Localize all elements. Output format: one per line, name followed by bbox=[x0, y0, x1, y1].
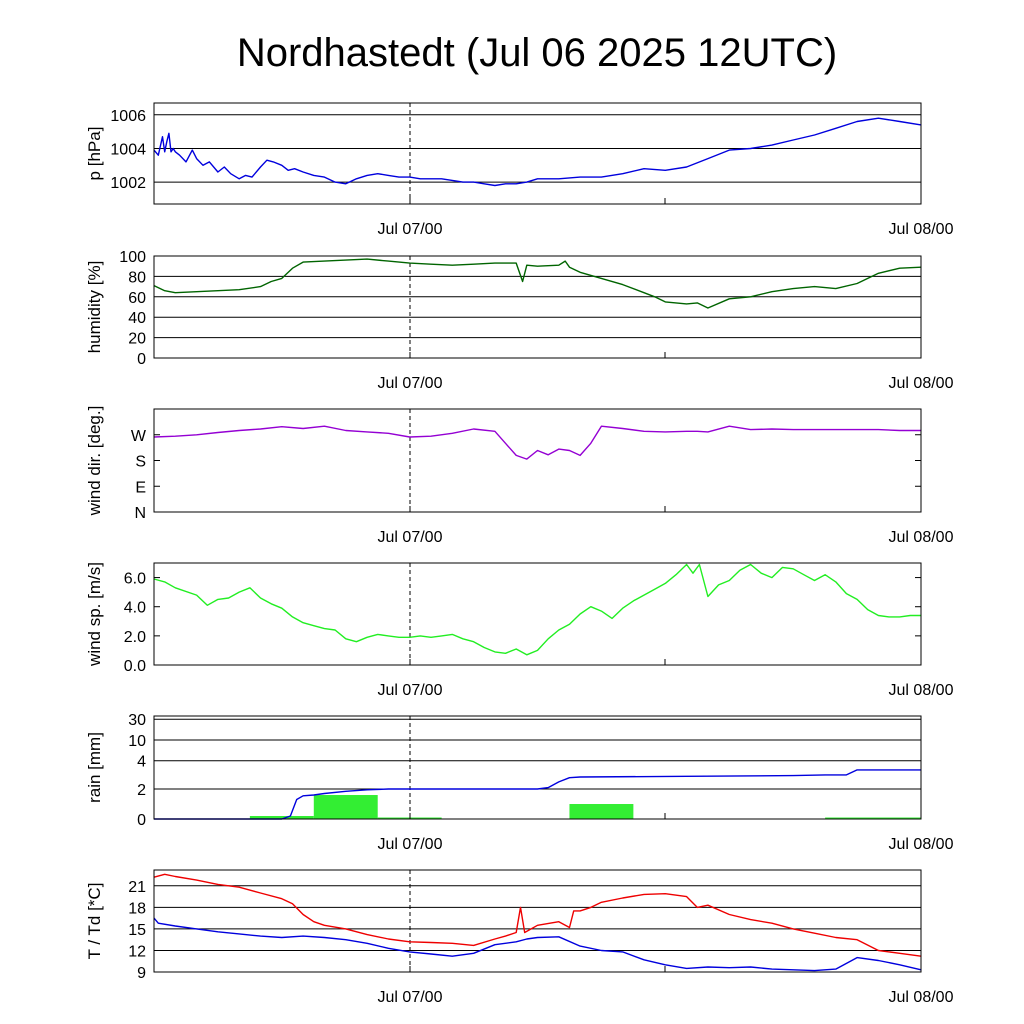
y-tick-label: 30 bbox=[128, 712, 146, 729]
y-tick-label: 0 bbox=[137, 812, 146, 829]
y-tick-label: 1006 bbox=[110, 108, 146, 125]
panel-3: 0.0 2.0 4.0 6.0 Jul 07/00 Jul 08/00 wind sp. [… bbox=[85, 562, 954, 699]
x-tick-label: Jul 07/00 bbox=[378, 221, 443, 238]
y-tick-label: 10 bbox=[128, 733, 146, 750]
y-tick-label: 21 bbox=[128, 879, 146, 896]
x-tick-label: Jul 07/00 bbox=[378, 375, 443, 392]
y-tick-label: 9 bbox=[137, 965, 146, 982]
y-tick-label: 60 bbox=[128, 290, 146, 307]
y-tick-label: 12 bbox=[128, 943, 146, 960]
y-tick-label: 40 bbox=[128, 310, 146, 327]
series-line-1 bbox=[153, 917, 922, 972]
series-line-0 bbox=[153, 258, 922, 309]
y-tick-label: S bbox=[135, 454, 146, 471]
panel-4: 0 2 4 10 30 Jul 07/00 Jul 08/00 rain [mm] bbox=[85, 712, 954, 853]
series-line-0 bbox=[153, 425, 921, 460]
series-line-0 bbox=[153, 563, 921, 656]
x-tick-label: Jul 08/00 bbox=[889, 221, 954, 238]
y-tick-label: 4 bbox=[137, 754, 146, 771]
y-axis-label: humidity [%] bbox=[85, 261, 104, 354]
plot-frame bbox=[153, 102, 922, 205]
y-tick-label: 2 bbox=[137, 782, 146, 799]
y-axis-label: wind sp. [m/s] bbox=[85, 562, 104, 667]
chart-title: Nordhastedt (Jul 06 2025 12UTC) bbox=[237, 31, 837, 75]
plot-frame bbox=[153, 408, 922, 513]
y-tick-label: 1002 bbox=[110, 175, 146, 192]
y-tick-label: W bbox=[131, 428, 147, 445]
y-tick-label: 18 bbox=[128, 900, 146, 917]
y-tick-label: 0 bbox=[137, 351, 146, 368]
panel-1: 0 20 40 60 80 100 Jul 07/00 Jul 08/00 humidity [… bbox=[85, 249, 954, 392]
plot-frame bbox=[153, 869, 922, 973]
y-tick-label: 2.0 bbox=[124, 629, 146, 646]
y-tick-label: 20 bbox=[128, 331, 146, 348]
x-tick-label: Jul 08/00 bbox=[889, 375, 954, 392]
y-tick-label: 15 bbox=[128, 922, 146, 939]
plot-frame bbox=[153, 562, 922, 666]
y-tick-label: 4.0 bbox=[124, 600, 146, 617]
plot-frame bbox=[153, 255, 922, 359]
y-axis-label: rain [mm] bbox=[85, 732, 104, 803]
rain-bar bbox=[249, 816, 314, 819]
y-tick-label: 1004 bbox=[110, 141, 146, 158]
series-line-0 bbox=[154, 769, 921, 820]
plot-frame bbox=[153, 715, 922, 820]
rain-bar bbox=[569, 804, 634, 819]
series-line-0 bbox=[153, 873, 922, 957]
x-tick-label: Jul 08/00 bbox=[889, 836, 954, 853]
y-tick-label: 100 bbox=[119, 249, 146, 266]
x-tick-label: Jul 08/00 bbox=[889, 682, 954, 699]
x-tick-label: Jul 07/00 bbox=[378, 682, 443, 699]
x-tick-label: Jul 07/00 bbox=[378, 836, 443, 853]
y-tick-label: E bbox=[135, 479, 146, 496]
panel-5: 9 12 15 18 21 Jul 07/00 Jul 08/00 T / Td [*C] bbox=[85, 869, 954, 1006]
y-axis-label: T / Td [*C] bbox=[85, 883, 104, 960]
x-tick-label: Jul 08/00 bbox=[889, 529, 954, 546]
y-tick-label: 80 bbox=[128, 269, 146, 286]
x-tick-label: Jul 07/00 bbox=[378, 529, 443, 546]
x-tick-label: Jul 08/00 bbox=[889, 989, 954, 1006]
panel-0: 1002 1004 1006 Jul 07/00 Jul 08/00 p [hPa] bbox=[85, 102, 954, 238]
y-tick-label: 0.0 bbox=[124, 658, 146, 675]
y-tick-label: 6.0 bbox=[124, 571, 146, 588]
y-axis-label: wind dir. [deg.] bbox=[85, 406, 104, 517]
rain-bar bbox=[313, 795, 378, 819]
x-tick-label: Jul 07/00 bbox=[378, 989, 443, 1006]
rain-bar bbox=[825, 817, 921, 819]
y-axis-label: p [hPa] bbox=[85, 127, 104, 181]
series-line-0 bbox=[153, 117, 922, 187]
y-tick-label: N bbox=[134, 505, 146, 522]
